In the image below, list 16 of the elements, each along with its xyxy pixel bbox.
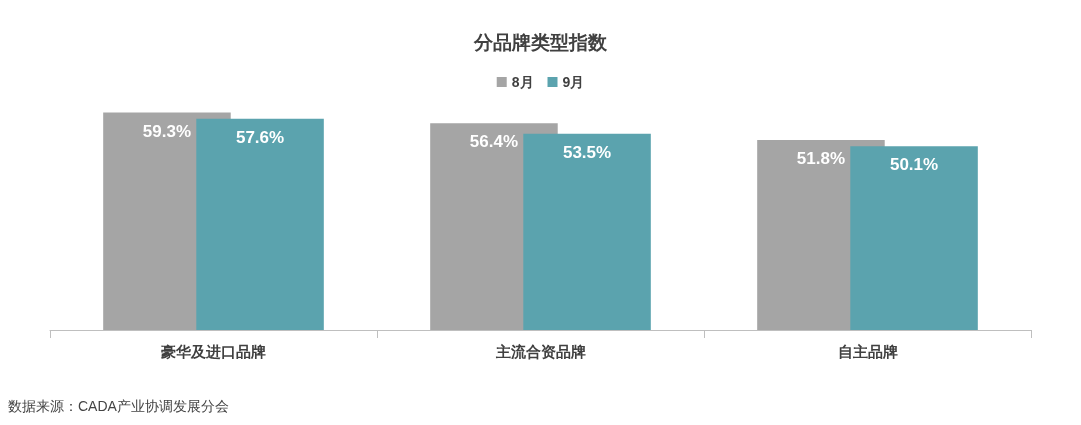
data-label: 51.8% <box>796 149 846 169</box>
bar <box>850 146 978 330</box>
bar <box>196 118 324 330</box>
x-tick-label: 主流合资品牌 <box>494 343 586 360</box>
data-label: 50.1% <box>889 155 939 175</box>
source-note: 数据来源：CADA产业协调发展分会 <box>8 398 229 414</box>
legend-label: 8月 <box>511 74 534 90</box>
x-tick-label: 豪华及进口品牌 <box>160 343 266 360</box>
x-tick-label: 自主品牌 <box>837 343 898 360</box>
data-label: 59.3% <box>142 121 192 141</box>
data-label: 56.4% <box>469 132 519 152</box>
data-label: 57.6% <box>235 127 285 147</box>
legend-label: 9月 <box>562 74 585 90</box>
chart-title: 分品牌类型指数 <box>473 32 608 53</box>
data-label: 53.5% <box>562 142 612 162</box>
bar <box>523 133 651 330</box>
